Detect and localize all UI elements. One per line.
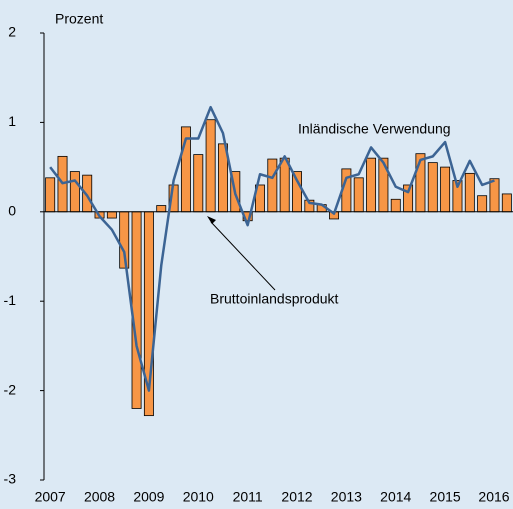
bar [366, 157, 377, 213]
bar [279, 157, 290, 213]
x-tick-label: 2008 [84, 489, 115, 505]
bar [477, 195, 488, 213]
annotation-arrow [210, 221, 276, 291]
bar [353, 177, 364, 213]
bar [45, 177, 56, 213]
y-tick-label: 2 [8, 24, 16, 40]
bar-annotation: Bruttoinlandsprodukt [210, 291, 339, 307]
x-tick-label: 2015 [430, 489, 461, 505]
y-tick-label: -3 [4, 471, 17, 487]
line-annotation: Inländische Verwendung [298, 121, 451, 137]
x-tick-label: 2012 [281, 489, 312, 505]
x-tick-label: 2013 [331, 489, 362, 505]
bar [267, 158, 278, 213]
x-tick-label: 2016 [478, 489, 509, 505]
y-tick-label: 1 [8, 113, 16, 129]
x-tick-label: 2007 [35, 489, 66, 505]
bar [106, 211, 117, 219]
bar [69, 171, 80, 213]
y-tick-label: -2 [4, 381, 17, 397]
y-tick-label: 0 [8, 203, 16, 219]
bar [131, 211, 142, 409]
bar [489, 178, 500, 213]
bar [390, 198, 401, 213]
bar [193, 154, 204, 213]
bar [464, 172, 475, 213]
bar [292, 171, 302, 213]
x-tick-label: 2010 [183, 489, 214, 505]
y-tick-label: -1 [4, 292, 17, 308]
arrow-head [207, 216, 216, 224]
x-tick-label: 2009 [133, 489, 164, 505]
bar [501, 193, 512, 213]
axis-label: Prozent [55, 11, 103, 27]
bar [205, 119, 216, 213]
x-tick-label: 2011 [233, 489, 263, 505]
bar [427, 162, 438, 213]
bar [440, 166, 451, 213]
line [49, 105, 495, 392]
bar [156, 205, 167, 213]
x-tick-label: 2014 [380, 489, 411, 505]
